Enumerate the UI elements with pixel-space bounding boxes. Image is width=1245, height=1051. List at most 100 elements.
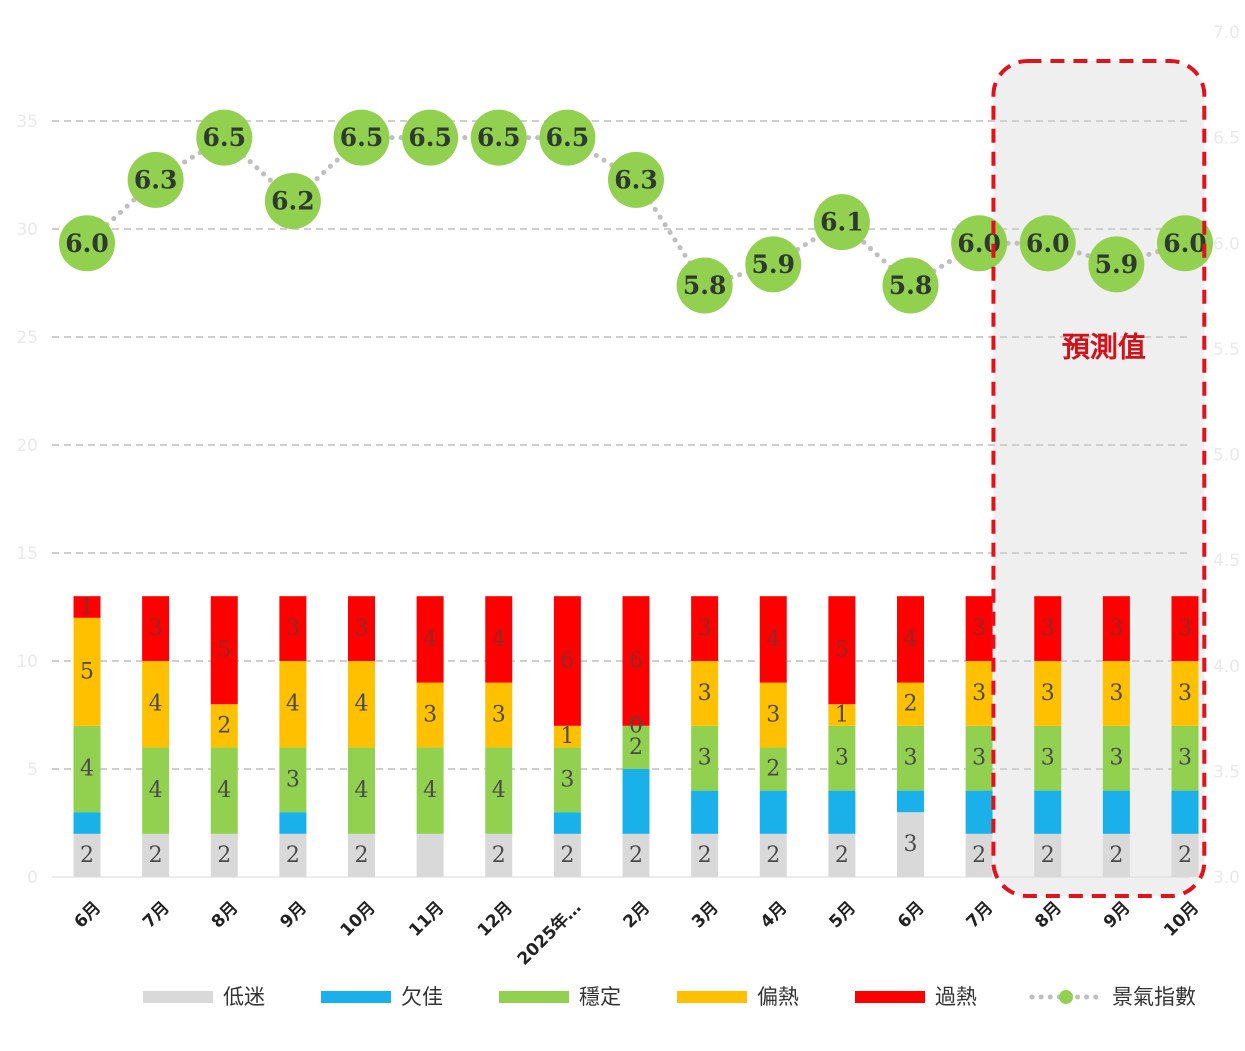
bar-segment-過熱 (485, 596, 513, 683)
forecast-label: 預測值 (1062, 331, 1146, 364)
y-left-tick: 35 (16, 112, 38, 132)
bar-segment-label: 3 (972, 746, 986, 771)
bar-segment-label: 2 (560, 843, 574, 868)
legend-swatch-低迷 (143, 991, 213, 1003)
bar-segment-穩定 (828, 725, 856, 791)
bar-segment-label: 2 (835, 843, 849, 868)
bar-segment-過熱 (1171, 596, 1199, 661)
bar-segment-欠佳 (279, 812, 307, 834)
line-point (1157, 215, 1213, 272)
bar-segment-欠佳 (73, 812, 101, 834)
bar-segment-label: 3 (1178, 746, 1192, 771)
bar-segment-偏熱 (1102, 661, 1130, 726)
bar-segment-偏熱 (1171, 661, 1199, 726)
x-tick: 10月 (1160, 898, 1203, 941)
bar-segment-label: 5 (80, 659, 94, 684)
x-tick: 7月 (139, 898, 174, 933)
bar-segment-label: 3 (766, 703, 780, 728)
x-tick-label: 11月 (405, 898, 448, 941)
bar-segment-偏熱 (691, 661, 719, 726)
bar-segment-label: 4 (492, 778, 506, 803)
legend-label: 欠佳 (401, 985, 443, 1009)
x-tick-label: 10月 (337, 898, 380, 941)
y-right-tick: 3.5 (1213, 762, 1240, 782)
bar-segment-label: 3 (286, 616, 300, 641)
x-tick: 6月 (894, 898, 929, 933)
bar-segment-label: 3 (355, 616, 369, 641)
bar-segment-偏熱 (553, 725, 581, 748)
line-point-label: 6.5 (203, 123, 247, 152)
bar-segment-低迷 (759, 833, 787, 877)
x-tick-label: 2月 (619, 898, 654, 933)
line-point (264, 173, 321, 229)
bar-segment-label: 4 (492, 627, 506, 652)
x-tick: 6月 (70, 898, 105, 933)
line-point-label: 6.0 (1026, 229, 1070, 258)
bar-segment-偏熱 (279, 661, 307, 748)
y-right-tick: 3.0 (1213, 868, 1240, 888)
bar-segment-穩定 (553, 747, 581, 813)
bar-segment-低迷 (485, 833, 513, 877)
bar-segment-label: 2 (972, 843, 986, 868)
bar-segment-label: 1 (560, 724, 574, 749)
bar-segment-穩定 (691, 725, 719, 791)
bar-segment-穩定 (485, 747, 513, 834)
bar-segment-label: 4 (149, 778, 163, 803)
bar-segment-欠佳 (1171, 790, 1199, 834)
bar-segment-label: 3 (698, 681, 712, 706)
line-point (196, 109, 253, 166)
legend-label: 偏熱 (757, 985, 799, 1009)
bar-segment-label: 3 (1041, 746, 1055, 771)
bar-segment-低迷 (73, 833, 101, 877)
bar-segment-label: 2 (629, 843, 643, 868)
line-point-label: 6.0 (65, 229, 109, 258)
bar-segment-label: 1 (835, 703, 849, 728)
bar-segment-label: 4 (149, 692, 163, 717)
bar-segment-低迷 (1034, 833, 1062, 877)
bar-segment-label: 2 (149, 843, 163, 868)
bar-segment-穩定 (897, 725, 924, 791)
bar-segment-穩定 (142, 747, 170, 834)
bar-segment-label: 4 (423, 778, 437, 803)
x-tick-label: 7月 (963, 898, 998, 933)
x-tick-label: 12月 (474, 898, 517, 941)
y-left-tick: 0 (27, 868, 38, 888)
bar-segment-低迷 (828, 833, 856, 877)
line-point (333, 109, 390, 166)
bar-segment-穩定 (210, 747, 238, 834)
bar-segment-低迷 (897, 812, 924, 877)
bar-segment-欠佳 (622, 769, 650, 834)
bar-segment-label: 3 (698, 746, 712, 771)
x-tick-label: 4月 (757, 898, 792, 933)
x-tick-label: 6月 (894, 898, 929, 933)
x-tick-label: 3月 (688, 898, 723, 933)
x-tick: 3月 (688, 898, 723, 933)
y-right-tick: 6.0 (1213, 234, 1240, 254)
bar-segment-過熱 (828, 596, 856, 705)
bar-segment-label: 2 (80, 843, 94, 868)
legend-swatch-偏熱 (677, 991, 747, 1003)
x-tick: 2月 (619, 898, 654, 933)
bar-segment-label: 5 (835, 638, 849, 663)
line-point-label: 5.9 (1095, 250, 1139, 279)
x-tick-label: 10月 (1160, 898, 1203, 941)
bar-segment-label: 4 (904, 627, 918, 652)
line-point (813, 194, 870, 251)
y-right-tick: 4.5 (1213, 551, 1240, 571)
bar-segment-label: 4 (355, 778, 369, 803)
bar-segment-label: 3 (286, 767, 300, 792)
bar-segment-過熱 (553, 596, 581, 726)
y-left-tick: 25 (16, 328, 38, 348)
y-right-tick: 6.5 (1213, 129, 1240, 149)
bar-segment-低迷 (279, 833, 307, 877)
bar-segment-label: 3 (904, 832, 918, 857)
line-point-label: 6.0 (1163, 229, 1207, 258)
x-tick: 8月 (1031, 898, 1066, 933)
y-right-tick: 7.0 (1213, 23, 1240, 43)
bar-segment-label: 2 (355, 843, 369, 868)
line-point-label: 6.5 (477, 123, 521, 152)
x-tick: 12月 (474, 898, 517, 941)
bar-segment-label: 3 (1109, 681, 1123, 706)
bar-segment-欠佳 (828, 790, 856, 834)
bar-segment-label: 6 (629, 649, 643, 674)
